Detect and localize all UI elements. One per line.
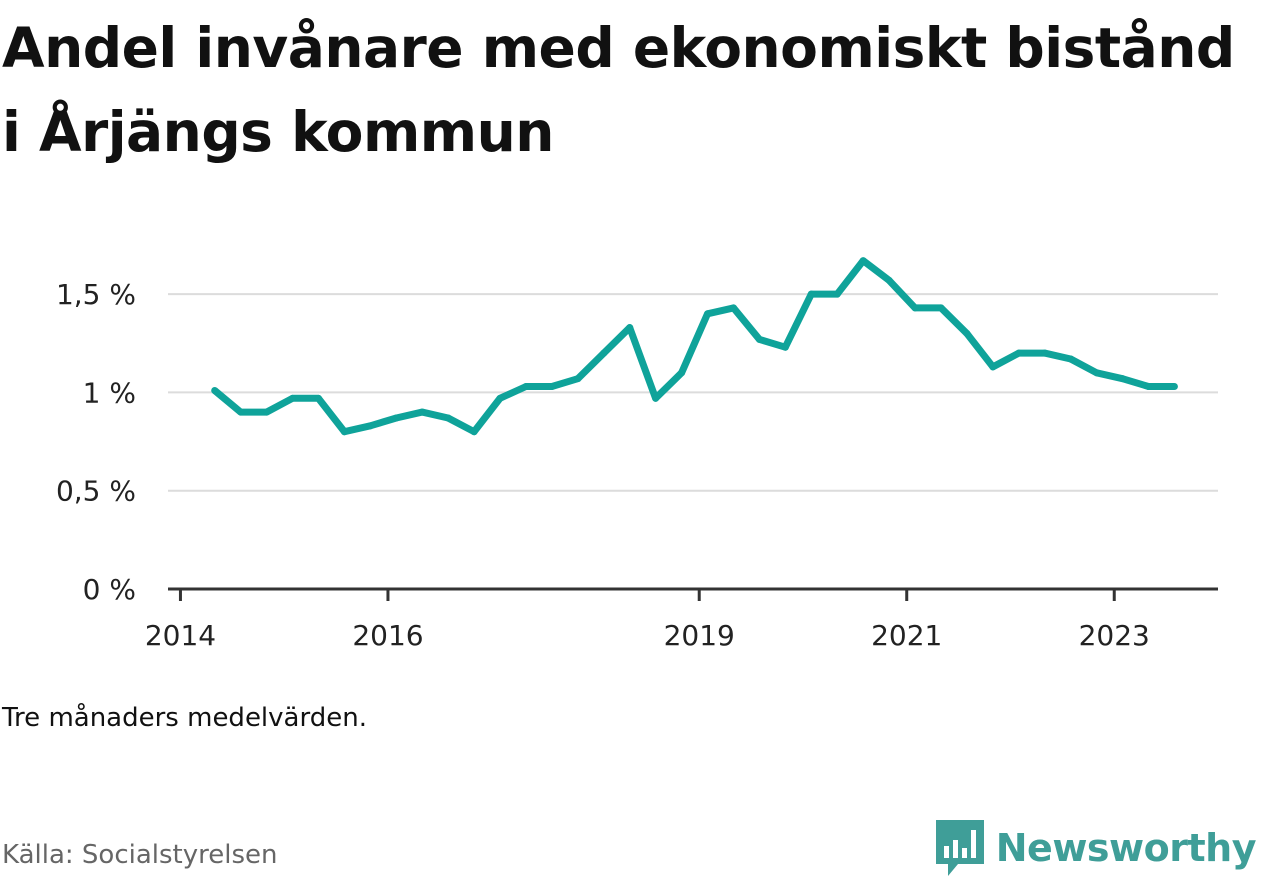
data-point	[911, 304, 919, 312]
data-point	[574, 375, 582, 383]
data-point	[1067, 355, 1075, 363]
data-point	[340, 428, 348, 436]
data-point	[392, 414, 400, 422]
data-point	[522, 383, 530, 391]
data-point	[1093, 369, 1101, 377]
brand-logo: Newsworthy	[934, 818, 1257, 878]
x-tick-label: 2023	[1079, 619, 1150, 652]
data-point	[1119, 375, 1127, 383]
data-point	[1041, 349, 1049, 357]
data-point	[548, 383, 556, 391]
data-point	[289, 394, 297, 402]
data-point	[1015, 349, 1023, 357]
data-point	[729, 304, 737, 312]
data-point	[263, 408, 271, 416]
data-point	[237, 408, 245, 416]
data-point	[807, 290, 815, 298]
data-point	[211, 386, 219, 394]
data-point	[833, 290, 841, 298]
data-point	[314, 394, 322, 402]
brand-name: Newsworthy	[995, 826, 1257, 870]
data-point	[470, 428, 478, 436]
data-point	[963, 329, 971, 337]
gridlines	[168, 293, 1218, 492]
x-tick-label: 2021	[871, 619, 942, 652]
data-point	[989, 363, 997, 371]
data-point	[781, 343, 789, 351]
x-axis-ticks	[178, 589, 1116, 601]
data-point	[626, 324, 634, 332]
data-point	[678, 369, 686, 377]
x-axis-labels: 2014 2016 2019 2021 2023	[145, 619, 1150, 652]
data-point	[496, 394, 504, 402]
data-point	[1170, 383, 1178, 391]
y-tick-label: 1 %	[83, 376, 136, 409]
data-point	[755, 335, 763, 343]
data-points	[211, 257, 1178, 436]
y-tick-label: 0,5 %	[56, 475, 136, 508]
data-point	[652, 394, 660, 402]
chart-note: Tre månaders medelvärden.	[2, 703, 367, 733]
data-point	[859, 257, 867, 265]
data-point	[366, 422, 374, 430]
newsworthy-logo-icon	[935, 820, 984, 876]
x-tick-label: 2014	[145, 619, 216, 652]
data-point	[444, 414, 452, 422]
data-point	[1144, 383, 1152, 391]
y-tick-label: 1,5 %	[56, 278, 136, 311]
data-point	[937, 304, 945, 312]
data-point	[704, 310, 712, 318]
data-point	[418, 408, 426, 416]
y-axis-labels: 0 % 0,5 % 1 % 1,5 %	[56, 278, 136, 606]
source-credit: Källa: Socialstyrelsen	[2, 840, 278, 870]
series-line	[212, 257, 1175, 436]
x-tick-label: 2019	[664, 619, 735, 652]
y-tick-label: 0 %	[83, 573, 136, 606]
x-tick-label: 2016	[352, 619, 423, 652]
data-point	[885, 276, 893, 284]
chart-title: Andel invånare med ekonomiskt bistånd i …	[2, 16, 1235, 164]
data-point	[600, 349, 608, 357]
